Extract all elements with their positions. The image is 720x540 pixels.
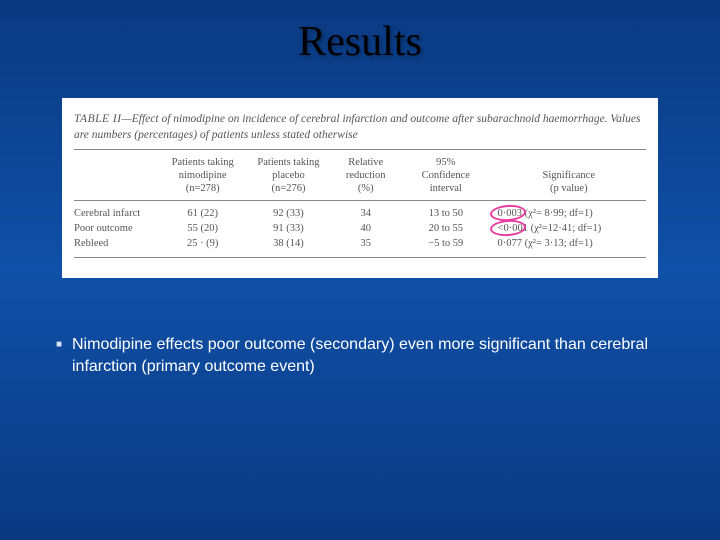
table-header-ci: 95% Confidence interval <box>400 154 492 197</box>
cell-nimodipine: 55 (20) <box>160 221 246 236</box>
cell-ci: 13 to 50 <box>400 206 492 221</box>
table-row: Poor outcome55 (20)91 (33)4020 to 55<0·0… <box>74 221 646 236</box>
results-table-panel: TABLE II—Effect of nimodipine on inciden… <box>62 98 658 278</box>
cell-reduction: 35 <box>331 236 400 251</box>
table-row: Rebleed25 · (9)38 (14)35−5 to 590·077 (χ… <box>74 236 646 251</box>
cell-ci: 20 to 55 <box>400 221 492 236</box>
caption-block: ■ Nimodipine effects poor outcome (secon… <box>0 334 720 377</box>
cell-placebo: 92 (33) <box>246 206 332 221</box>
cell-placebo: 91 (33) <box>246 221 332 236</box>
table-header-nimodipine: Patients taking nimodipine (n=278) <box>160 154 246 197</box>
table-caption-text: —Effect of nimodipine on incidence of ce… <box>74 113 640 141</box>
bullet-icon: ■ <box>56 339 62 350</box>
table-header-blank <box>74 154 160 197</box>
table-rule-bottom <box>74 257 646 258</box>
cell-significance: 0·003 (χ²= 8·99; df=1) <box>492 206 646 221</box>
cell-placebo: 38 (14) <box>246 236 332 251</box>
slide-title: Results <box>0 0 720 66</box>
results-table-body: Cerebral infarct61 (22)92 (33)3413 to 50… <box>74 206 646 251</box>
row-label: Cerebral infarct <box>74 206 160 221</box>
table-caption-label: TABLE II <box>74 113 122 125</box>
results-table: Patients taking nimodipine (n=278) Patie… <box>74 154 646 197</box>
row-label: Rebleed <box>74 236 160 251</box>
cell-significance: 0·077 (χ²= 3·13; df=1) <box>492 236 646 251</box>
cell-reduction: 40 <box>331 221 400 236</box>
cell-nimodipine: 61 (22) <box>160 206 246 221</box>
table-rule-top <box>74 149 646 150</box>
row-label: Poor outcome <box>74 221 160 236</box>
cell-nimodipine: 25 · (9) <box>160 236 246 251</box>
table-header-placebo: Patients taking placebo (n=276) <box>246 154 332 197</box>
table-header-significance: Significance (p value) <box>492 154 646 197</box>
table-header-reduction: Relative reduction (%) <box>331 154 400 197</box>
cell-ci: −5 to 59 <box>400 236 492 251</box>
highlight-circle-icon <box>489 219 526 237</box>
table-row: Cerebral infarct61 (22)92 (33)3413 to 50… <box>74 206 646 221</box>
table-caption: TABLE II—Effect of nimodipine on inciden… <box>74 112 646 143</box>
table-rule-mid <box>74 200 646 201</box>
cell-reduction: 34 <box>331 206 400 221</box>
caption-text: Nimodipine effects poor outcome (seconda… <box>72 334 652 377</box>
highlight-circle-icon <box>489 204 526 222</box>
cell-significance: <0·001 (χ²=12·41; df=1) <box>492 221 646 236</box>
